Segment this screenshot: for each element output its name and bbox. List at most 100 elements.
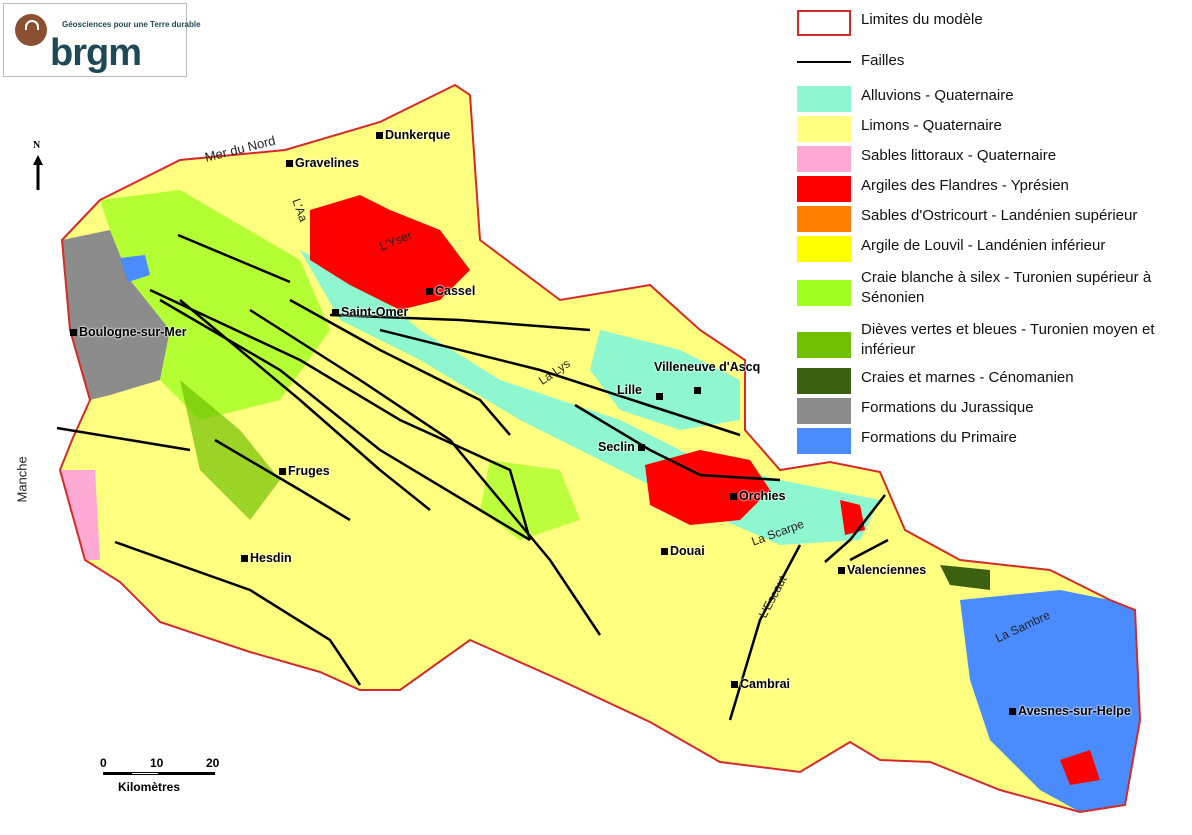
scale-tick: 0 <box>100 756 107 770</box>
city-label: Boulogne-sur-Mer <box>79 325 187 339</box>
legend-label: Failles <box>861 52 905 69</box>
legend-swatch <box>797 146 851 172</box>
legend-swatch <box>797 206 851 232</box>
city-marker-icon <box>731 681 738 688</box>
legend-swatch <box>797 116 851 142</box>
legend-item: Alluvions - Quaternaire <box>797 86 1191 112</box>
city-marker-icon <box>241 555 248 562</box>
legend-label: Limons - Quaternaire <box>861 117 1002 134</box>
city-marker-icon <box>694 387 701 394</box>
city-hesdin: Hesdin <box>241 551 292 565</box>
city-label: Villeneuve d'Ascq <box>654 360 761 374</box>
north-label: N <box>33 140 41 151</box>
city-gravelines: Gravelines <box>286 156 359 170</box>
city-fruges: Fruges <box>279 464 330 478</box>
fault <box>574 403 781 482</box>
legend-label: Sables littoraux - Quaternaire <box>861 147 1057 164</box>
city-marker-icon <box>426 288 433 295</box>
legend-swatch <box>797 368 851 394</box>
city-marker-icon <box>661 548 668 555</box>
legend-item: Formations du Jurassique <box>797 398 1191 424</box>
legend-label: Sables d'Ostricourt - Landénien supérieu… <box>861 207 1138 224</box>
fault <box>249 308 602 636</box>
city-marker-icon <box>656 393 663 400</box>
legend-label: Limites du modèle <box>861 11 983 28</box>
city-label: Douai <box>670 544 705 558</box>
city-label: Cambrai <box>740 677 791 691</box>
city-orchies: Orchies <box>730 489 786 503</box>
jurassique-zone <box>62 230 170 400</box>
argiles-flandres-zone <box>310 195 470 310</box>
city-boulogne-sur-mer: Boulogne-sur-Mer <box>70 325 187 339</box>
legend-swatch <box>797 398 851 424</box>
legend-label: Formations du Jurassique <box>861 399 1034 416</box>
city-label: Saint-Omer <box>341 305 409 319</box>
model-limits <box>58 83 1142 814</box>
legend-item: Sables littoraux - Quaternaire <box>797 146 1191 172</box>
city-marker-icon <box>1009 708 1016 715</box>
legend-item: Limons - Quaternaire <box>797 116 1191 142</box>
faults <box>56 233 889 721</box>
cenomanien-zone <box>940 565 990 590</box>
legend-item: Limites du modèle <box>797 10 1191 36</box>
fault <box>56 426 191 452</box>
fault <box>728 544 802 721</box>
primaire-zone <box>120 255 150 282</box>
city-valenciennes: Valenciennes <box>838 563 926 577</box>
legend-swatch <box>797 236 851 262</box>
legend-swatch <box>797 176 851 202</box>
city-villeneuve-d-ascq: Villeneuve d'Ascq <box>654 360 760 374</box>
fault <box>214 438 351 522</box>
city-label: Seclin <box>598 440 635 454</box>
city-seclin: Seclin <box>598 440 647 454</box>
city-dunkerque: Dunkerque <box>376 128 450 142</box>
legend-swatch <box>797 86 851 112</box>
city-marker-icon <box>286 160 293 167</box>
legend-item: Argiles des Flandres - Yprésien <box>797 176 1191 202</box>
scale-tick: 20 <box>206 756 220 770</box>
legend-swatch <box>797 332 851 358</box>
fault <box>849 538 889 562</box>
logo-tagline: Géosciences pour une Terre durable <box>62 20 201 29</box>
fault <box>329 313 591 332</box>
city-label: Hesdin <box>250 551 292 565</box>
city-marker-icon <box>638 444 646 451</box>
legend-item: Failles <box>797 51 1191 71</box>
scale-bar-line <box>103 772 215 775</box>
city-label: Lille <box>617 383 643 397</box>
fault <box>289 298 511 436</box>
city-marker-icon <box>279 468 286 475</box>
fault <box>379 328 741 437</box>
legend-item: Dièves vertes et bleues - Turonien moyen… <box>797 320 1192 360</box>
legend-item: Formations du Primaire <box>797 428 1191 454</box>
legend-label: Alluvions - Quaternaire <box>861 87 1014 104</box>
scale-unit: Kilomètres <box>118 780 181 794</box>
fault <box>159 298 531 542</box>
legend-swatch <box>797 280 851 306</box>
fault <box>177 233 291 284</box>
brgm-logo-icon <box>15 14 47 46</box>
city-label: Valenciennes <box>847 563 927 577</box>
fault <box>824 494 886 563</box>
city-label: Orchies <box>739 489 786 503</box>
city-cassel: Cassel <box>426 284 475 298</box>
legend-label: Argiles des Flandres - Yprésien <box>861 177 1069 194</box>
argiles-flandres-zone <box>840 500 865 535</box>
city-label: Cassel <box>435 284 476 298</box>
legend-item: Argile de Louvil - Landénien inférieur <box>797 236 1191 262</box>
legend-item: Craie blanche à silex - Turonien supérie… <box>797 268 1192 308</box>
fault <box>149 288 532 541</box>
north-arrow-head-icon <box>33 155 43 165</box>
legend-label: Formations du Primaire <box>861 429 1017 446</box>
scale-bar-segment <box>131 772 159 775</box>
city-label: Avesnes-sur-Helpe <box>1018 704 1131 718</box>
argiles-flandres-zone <box>645 450 770 525</box>
legend-label: Dièves vertes et bleues - Turonien moyen… <box>861 321 1155 358</box>
legend-label: Craie blanche à silex - Turonien supérie… <box>861 269 1152 306</box>
legend-label: Argile de Louvil - Landénien inférieur <box>861 237 1106 254</box>
legend-item: Craies et marnes - Cénomanien <box>797 368 1191 394</box>
scale-tick: 10 <box>150 756 164 770</box>
fault <box>179 299 431 511</box>
city-marker-icon <box>730 493 737 500</box>
